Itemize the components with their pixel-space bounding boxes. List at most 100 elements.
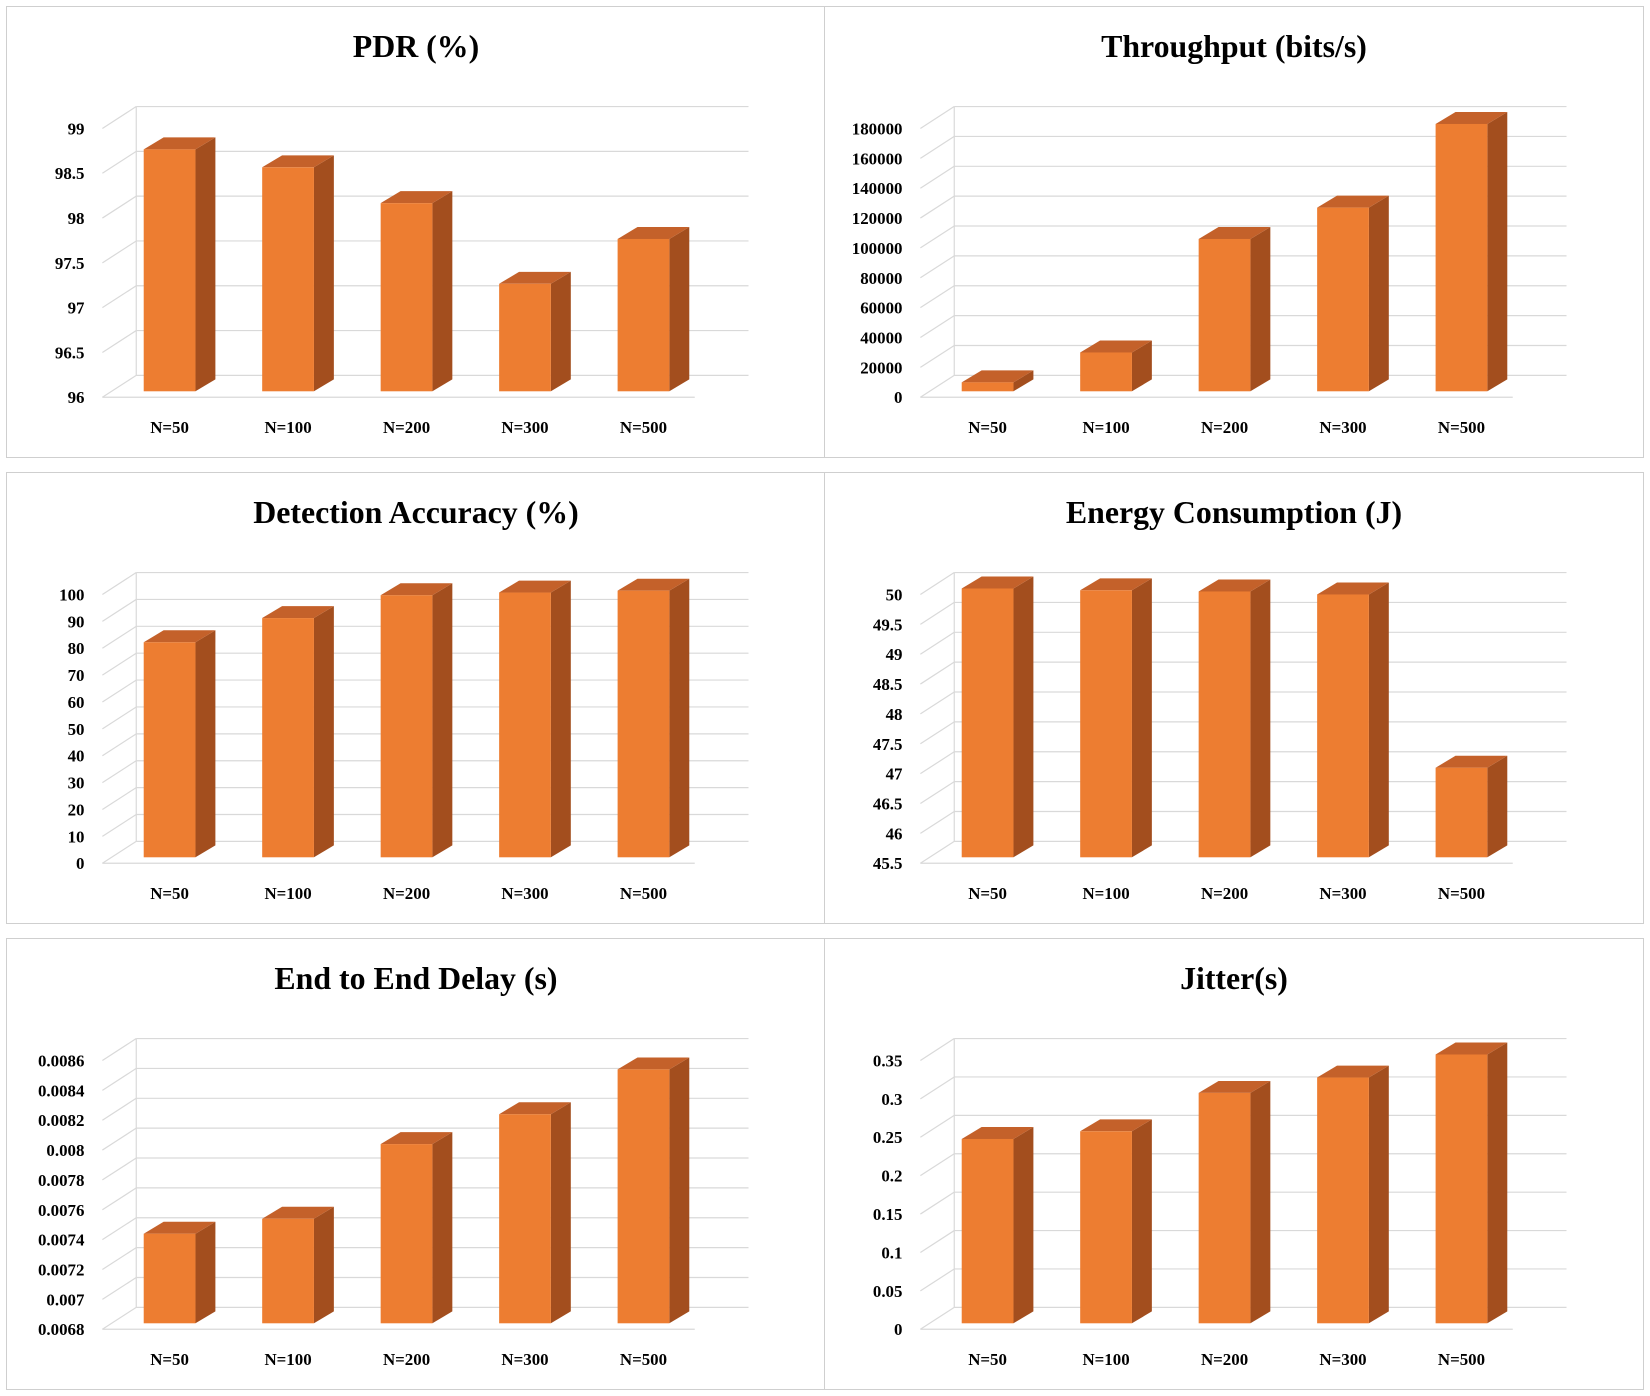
bar-top	[262, 155, 334, 168]
gridline-depth	[920, 285, 955, 309]
y-tick-label: 50	[68, 720, 85, 739]
chart-title: End to End Delay (s)	[274, 961, 557, 996]
bar-side	[1131, 340, 1152, 392]
y-tick-label: 0.3	[881, 1090, 902, 1109]
bar-front	[1080, 590, 1132, 858]
gridline-depth	[920, 1076, 955, 1100]
detection-accuracy-chart-panel: Detection Accuracy (%) 0 10 20 30 40 50 60 70 80 9…	[6, 472, 826, 924]
y-tick-label: 97.5	[55, 254, 85, 273]
bar-side	[432, 1132, 453, 1324]
bar-side	[1131, 1119, 1152, 1324]
bar-side	[1487, 112, 1508, 392]
bar-side	[195, 137, 216, 392]
bar-top	[499, 271, 571, 284]
bar-side	[432, 191, 453, 392]
detection-accuracy-chart: Detection Accuracy (%) 0 10 20 30 40 50 60 70 80 9…	[59, 495, 749, 903]
y-tick-label: 0.0068	[38, 1320, 84, 1339]
gridline-depth	[920, 1191, 955, 1215]
pdr-chart: PDR (%) 96 96.5 97 97.5 98 98.5 99 N=50 N=100 N=20…	[55, 29, 749, 437]
gridline-depth	[102, 572, 137, 595]
bar-side	[1368, 1065, 1389, 1324]
bar-front	[262, 1218, 314, 1324]
bars	[961, 1042, 1508, 1324]
bar	[1435, 755, 1508, 858]
y-tick-label: 96	[68, 388, 85, 407]
bar-front	[1435, 1054, 1488, 1324]
x-tick-label: N=300	[501, 418, 548, 437]
bar	[961, 1127, 1034, 1324]
gridline-depth	[102, 106, 137, 129]
x-tick-label: N=50	[150, 1350, 189, 1369]
bar-front	[617, 1069, 670, 1324]
y-tick-label: 50	[886, 585, 903, 604]
y-tick-label: 0.15	[873, 1205, 903, 1224]
gridline-depth	[102, 1217, 137, 1241]
bar	[961, 576, 1034, 858]
y-tick-label: 0.0082	[38, 1111, 84, 1130]
gridline-depth	[102, 1187, 137, 1211]
x-tick-label: N=100	[1082, 884, 1129, 903]
bar-top	[617, 1057, 690, 1070]
bar-front	[143, 1233, 196, 1324]
bar-side	[669, 1057, 690, 1324]
bar	[143, 630, 216, 858]
bar-top	[961, 1127, 1034, 1139]
x-tick-label: N=500	[1438, 1350, 1485, 1369]
bar-side	[550, 580, 571, 858]
gridline-depth	[102, 1127, 137, 1151]
bar-top	[143, 630, 216, 643]
y-tick-label: 0	[76, 854, 84, 873]
bar-top	[380, 191, 453, 204]
bar-side	[1250, 227, 1271, 392]
gridline-depth	[920, 1038, 955, 1061]
bars	[143, 578, 690, 858]
bars	[961, 112, 1508, 392]
y-tick-label: 30	[68, 774, 85, 793]
y-tick-label: 0.2	[881, 1167, 902, 1186]
bar-front	[1317, 207, 1369, 392]
y-tick-label: 97	[68, 299, 85, 318]
gridline-depth	[102, 240, 137, 264]
jitter-chart: Jitter(s) 0 0.05 0.1 0.15 0.2 0.25 0.3 0.35 N=50 N…	[873, 961, 1567, 1369]
y-tick-label: 0.008	[46, 1141, 84, 1160]
bar-side	[313, 1206, 334, 1324]
x-tick-label: N=200	[383, 1350, 430, 1369]
gridline-depth	[102, 195, 137, 219]
bar	[380, 191, 453, 392]
y-tick-label: 80	[68, 639, 85, 658]
bar	[961, 370, 1034, 392]
bar	[617, 227, 690, 392]
bar-top	[1198, 227, 1271, 239]
y-tick-label: 47.5	[873, 735, 903, 754]
x-tick-label: N=300	[1319, 1350, 1366, 1369]
y-tick-label: 160000	[852, 149, 903, 168]
gridline-depth	[920, 810, 955, 834]
gridline-depth	[920, 344, 955, 368]
y-tick-label: 70	[68, 666, 85, 685]
y-tick-label: 46.5	[873, 795, 903, 814]
gridline-depth	[102, 330, 137, 353]
gridline-depth	[920, 1153, 955, 1177]
gridline-depth	[102, 374, 137, 398]
bar-front	[499, 592, 551, 858]
bar-top	[1435, 1042, 1508, 1055]
bar-front	[961, 1138, 1014, 1324]
bar-top	[617, 227, 690, 239]
bar-front	[262, 618, 314, 858]
bar-top	[1080, 340, 1152, 353]
y-tick-label: 45.5	[873, 854, 903, 873]
x-tick-label: N=50	[968, 418, 1007, 437]
gridline-depth	[102, 813, 137, 837]
gridline-depth	[920, 781, 955, 805]
bar-top	[1198, 1080, 1271, 1093]
bar-side	[1487, 1042, 1508, 1324]
bar-side	[1013, 1127, 1034, 1324]
bar	[262, 606, 334, 858]
bar	[1317, 582, 1389, 858]
gridline-depth	[102, 1247, 137, 1271]
bar	[617, 1057, 690, 1324]
y-axis: 0 0.05 0.1 0.15 0.2 0.25 0.3 0.35	[873, 1051, 903, 1339]
bar	[499, 580, 571, 858]
bar-side	[1487, 755, 1508, 858]
gridline-depth	[102, 285, 137, 309]
